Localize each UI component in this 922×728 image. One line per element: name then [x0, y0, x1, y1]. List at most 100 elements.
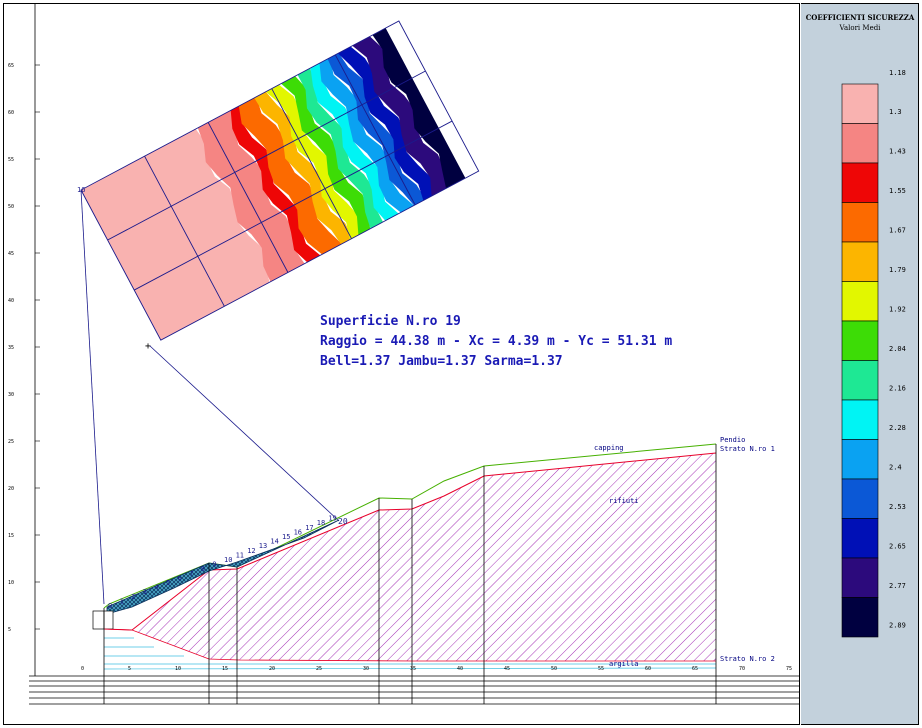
x-tick-60: 60 — [645, 666, 651, 672]
slice-number-6: 6 — [178, 574, 182, 582]
x-tick-70: 70 — [739, 666, 745, 672]
slice-number-8: 8 — [201, 565, 205, 573]
strato-2-line — [103, 628, 716, 662]
contour-band-8 — [310, 62, 399, 221]
grid-column-line — [207, 122, 289, 273]
grid-column-line — [334, 54, 416, 206]
annotation-surface: Superficie N.ro 19 — [320, 314, 461, 329]
legend-swatch-3 — [841, 202, 879, 243]
label-strato-1: Strato N.ro 1 — [720, 445, 775, 453]
legend-value-7: 2.16 — [889, 385, 906, 393]
y-tick-45: 45 — [8, 251, 14, 257]
y-tick-55: 55 — [8, 157, 14, 163]
x-axis-ticks: 0 5 10 15 20 25 30 35 40 45 50 55 60 65 70 75 — [81, 666, 792, 672]
slice-number-13: 13 — [259, 542, 267, 550]
legend-swatch-4 — [841, 241, 879, 282]
label-strato-2: Strato N.ro 2 — [720, 655, 775, 663]
slice-number-7: 7 — [189, 570, 193, 578]
x-tick-25: 25 — [316, 666, 322, 672]
contour-band-0 — [81, 128, 270, 341]
grid-row-line — [133, 120, 453, 291]
contour-band-13 — [372, 28, 466, 189]
y-tick-35: 35 — [8, 345, 14, 351]
legend-swatch-5 — [841, 281, 879, 322]
contour-band-9 — [319, 57, 415, 213]
result-annotation: Superficie N.ro 19 Raggio = 44.38 m - Xc… — [320, 314, 672, 369]
slice-number-3: 3 — [143, 588, 147, 596]
x-tick-65: 65 — [692, 666, 698, 672]
y-tick-10: 10 — [8, 580, 14, 586]
slice-number-9: 9 — [212, 561, 216, 569]
legend-swatch-8 — [841, 399, 879, 440]
label-rifiuti: rifiuti — [609, 497, 639, 505]
legend-subtitle: Valori Medi — [839, 24, 881, 32]
toe-box-1 — [92, 610, 105, 630]
legend-value-5: 1.92 — [889, 306, 906, 314]
radius-line-left — [80, 189, 105, 605]
slice-number-1: 1 — [120, 597, 124, 605]
x-tick-0: 0 — [81, 666, 84, 672]
legend-value-4: 1.79 — [889, 266, 906, 274]
x-tick-50: 50 — [551, 666, 557, 672]
y-tick-30: 30 — [8, 392, 14, 398]
bottom-table — [29, 675, 799, 705]
legend-value-11: 2.65 — [889, 543, 906, 551]
legend-swatch-9 — [841, 439, 879, 480]
arc-end-label: 20 — [338, 517, 348, 526]
y-tick-40: 40 — [8, 298, 14, 304]
x-tick-40: 40 — [457, 666, 463, 672]
x-tick-45: 45 — [504, 666, 510, 672]
x-tick-20: 20 — [269, 666, 275, 672]
grid-cross-marker: + — [145, 341, 151, 352]
contour-band-4 — [254, 91, 353, 245]
legend-scale: 1.18 1.3 1.43 1.55 1.67 1.79 1.92 2.04 2.16 2.28… — [841, 69, 906, 638]
slice-number-15: 15 — [282, 533, 290, 541]
toe-box-2 — [103, 610, 114, 630]
y-tick-65: 65 — [8, 63, 14, 69]
contour-band-11 — [337, 46, 434, 201]
slice-number-10: 10 — [224, 556, 232, 564]
x-tick-5: 5 — [128, 666, 131, 672]
legend-value-12: 2.77 — [889, 582, 906, 590]
contour-band-6 — [281, 76, 371, 236]
label-argilla: argilla — [609, 660, 639, 668]
legend-swatch-6 — [841, 320, 879, 361]
annotation-factors: Bell=1.37 Jambu=1.37 Sarma=1.37 — [320, 354, 563, 369]
y-tick-50: 50 — [8, 204, 14, 210]
x-tick-10: 10 — [175, 666, 181, 672]
grid-outline — [80, 20, 480, 341]
contour-band-3 — [238, 96, 342, 255]
legend-swatch-11 — [841, 518, 879, 559]
x-tick-35: 35 — [410, 666, 416, 672]
section-verticals — [103, 444, 717, 704]
contour-band-7 — [297, 68, 384, 229]
contour-band-10 — [327, 52, 426, 206]
legend-title: COEFFICIENTI SICUREZZA — [805, 13, 915, 22]
legend-value-1: 1.43 — [889, 148, 906, 156]
contour-band-2 — [230, 104, 321, 263]
slice-number-16: 16 — [294, 528, 302, 536]
argilla-lines — [103, 637, 717, 670]
contour-band-5 — [265, 84, 361, 240]
legend-value-13: 2.89 — [889, 622, 906, 630]
legend-swatch-12 — [841, 557, 879, 598]
slice-number-0: 0 — [108, 602, 112, 610]
x-tick-30: 30 — [363, 666, 369, 672]
x-tick-75: 75 — [786, 666, 792, 672]
y-tick-20: 20 — [8, 486, 14, 492]
safety-factor-grid — [80, 20, 480, 341]
y-tick-60: 60 — [8, 110, 14, 116]
grid-column-line — [271, 88, 352, 239]
slice-number-4: 4 — [154, 584, 158, 592]
y-tick-5: 5 — [8, 627, 11, 633]
legend-swatch-13 — [841, 597, 879, 638]
legend-value-0: 1.3 — [889, 108, 902, 116]
legend-value-8: 2.28 — [889, 424, 906, 432]
contour-band-12 — [352, 36, 447, 197]
y-tick-15: 15 — [8, 533, 14, 539]
annotation-radius: Raggio = 44.38 m - Xc = 4.39 m - Yc = 51… — [320, 334, 672, 349]
